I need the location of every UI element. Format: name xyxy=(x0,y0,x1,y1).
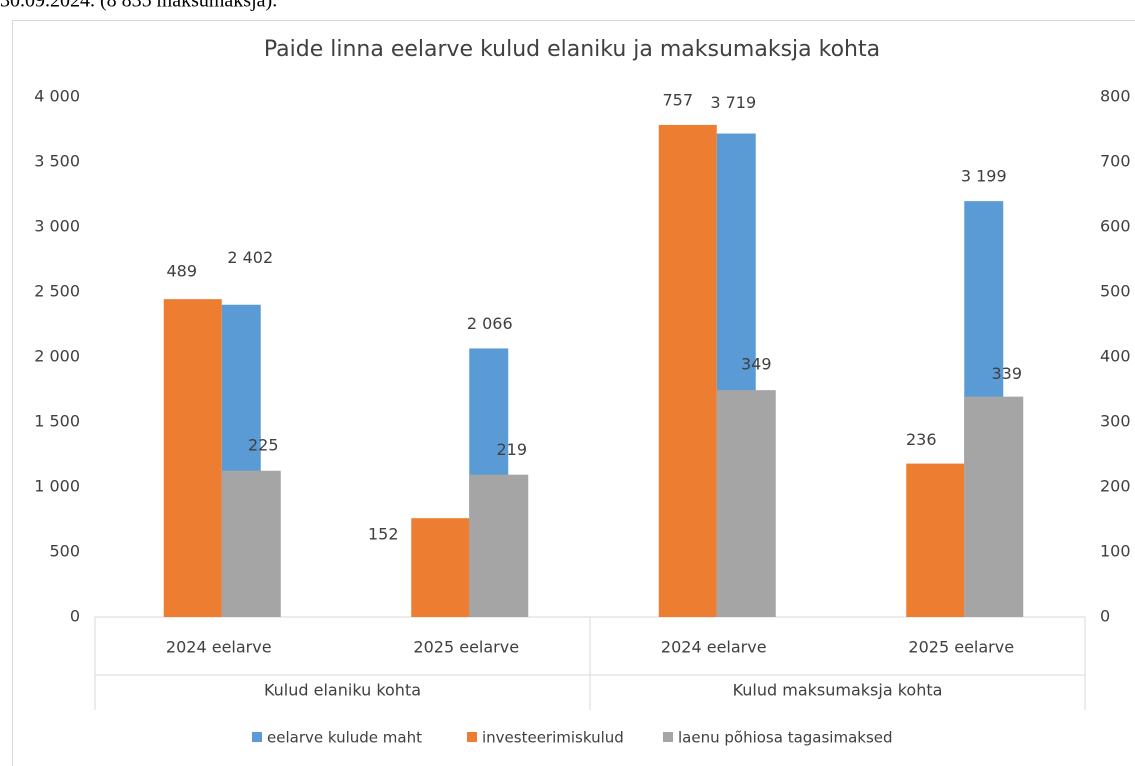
data-label: 152 xyxy=(368,525,399,544)
x-tick-label: 2024 eelarve xyxy=(661,638,767,657)
bar xyxy=(163,299,222,617)
y-tick-label: 2 000 xyxy=(34,347,80,366)
data-label: 219 xyxy=(496,440,527,459)
group-label: Kulud elaniku kohta xyxy=(264,681,421,700)
y2-tick-label: 700 xyxy=(1100,152,1131,171)
y2-tick-label: 600 xyxy=(1100,217,1131,236)
group-label: Kulud maksumaksja kohta xyxy=(733,681,943,700)
y2-tick-label: 800 xyxy=(1100,87,1131,106)
y2-tick-label: 500 xyxy=(1100,282,1131,301)
bar xyxy=(411,518,470,617)
bar xyxy=(906,463,965,617)
y-tick-label: 3 500 xyxy=(34,152,80,171)
bar xyxy=(658,124,717,617)
legend-swatch xyxy=(252,732,262,742)
data-label: 349 xyxy=(741,355,772,374)
y-tick-label: 3 000 xyxy=(34,217,80,236)
y-tick-label: 2 500 xyxy=(34,282,80,301)
y2-tick-label: 200 xyxy=(1100,477,1131,496)
y2-tick-label: 400 xyxy=(1100,347,1131,366)
header-text: 30.09.2024. (8 835 maksumaksja). xyxy=(0,0,277,12)
data-label: 225 xyxy=(248,435,279,454)
y2-tick-label: 300 xyxy=(1100,412,1131,431)
chart-title: Paide linna eelarve kulud elaniku ja mak… xyxy=(264,37,880,62)
bar xyxy=(221,470,281,617)
data-label: 2 066 xyxy=(467,314,513,333)
y-tick-label: 0 xyxy=(70,607,80,626)
data-label: 236 xyxy=(906,430,937,449)
data-label: 757 xyxy=(662,90,693,109)
x-tick-label: 2025 eelarve xyxy=(413,638,519,657)
bar xyxy=(964,396,1024,617)
data-label: 3 719 xyxy=(710,93,756,112)
legend-swatch xyxy=(467,732,477,742)
legend-label: eelarve kulude maht xyxy=(267,729,422,747)
y-tick-label: 500 xyxy=(49,542,80,561)
y-tick-label: 1 000 xyxy=(34,477,80,496)
legend-label: laenu põhiosa tagasimaksed xyxy=(678,729,893,747)
y-tick-label: 1 500 xyxy=(34,412,80,431)
x-tick-label: 2025 eelarve xyxy=(908,638,1014,657)
x-tick-label: 2024 eelarve xyxy=(166,638,272,657)
y-tick-label: 4 000 xyxy=(34,87,80,106)
bar xyxy=(716,390,776,617)
legend-swatch xyxy=(663,732,673,742)
data-label: 489 xyxy=(166,262,197,281)
data-label: 2 402 xyxy=(227,248,273,267)
legend-label: investeerimiskulud xyxy=(482,729,624,747)
y2-tick-label: 100 xyxy=(1100,542,1131,561)
bar xyxy=(469,474,529,617)
data-label: 3 199 xyxy=(961,167,1007,186)
data-label: 339 xyxy=(991,364,1022,383)
y2-tick-label: 0 xyxy=(1100,607,1110,626)
